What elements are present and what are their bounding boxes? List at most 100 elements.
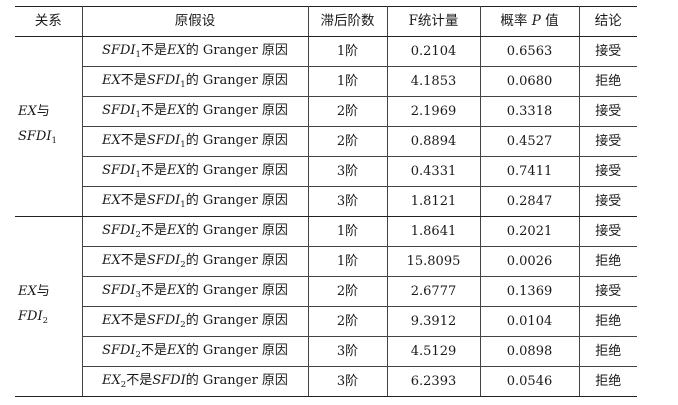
relation-line-1: EX与 (18, 279, 82, 304)
lag-cell: 3阶 (308, 366, 388, 397)
hypothesis-not: 不是 (120, 72, 147, 88)
probability-cell: 0.0680 (480, 66, 580, 97)
probability-cell: 0.0546 (480, 366, 580, 397)
result-cell: 拒绝 (579, 306, 637, 337)
hypothesis-var-a: EX (102, 192, 121, 208)
hypothesis-var-a-subscript: 2 (135, 349, 141, 360)
hypothesis-cell: EX不是SFDI2的 Granger 原因 (82, 246, 309, 277)
fstat-cell: 4.1853 (387, 66, 481, 97)
result-cell: 接受 (579, 96, 637, 127)
hypothesis-not: 不是 (120, 132, 147, 148)
probability-cell: 0.2021 (480, 216, 580, 247)
hypothesis-not: 不是 (126, 372, 153, 388)
hypothesis-tail: 的 Granger 原因 (185, 252, 288, 268)
relation-line-2: SFDI1 (18, 124, 82, 154)
hypothesis-not: 不是 (120, 252, 147, 268)
hypothesis-var-b-subscript: 1 (180, 139, 186, 150)
table-row: EX不是SFDI1的 Granger 原因 1阶 4.1853 0.0680 拒绝 (15, 66, 637, 97)
hypothesis-not: 不是 (140, 282, 167, 298)
relation-var-a: EX (18, 104, 37, 119)
lag-cell: 2阶 (308, 306, 388, 337)
table-row: EX2不是SFDI的 Granger 原因 3阶 6.2393 0.0546 拒绝 (15, 366, 637, 397)
relation-var-b-subscript: 1 (51, 136, 57, 146)
relation-cell: EX与 SFDI1 (15, 36, 83, 217)
hypothesis-var-a-subscript: 3 (135, 289, 141, 300)
hypothesis-var-a-subscript: 1 (135, 169, 141, 180)
hypothesis-var-a: EX (102, 132, 121, 148)
table-row: EX不是SFDI1的 Granger 原因 2阶 0.8894 0.4527 接受 (15, 126, 637, 157)
hypothesis-cell: SFDI1不是EX的 Granger 原因 (82, 36, 309, 67)
probability-cell: 0.3318 (480, 96, 580, 127)
lag-cell: 2阶 (308, 126, 388, 157)
hypothesis-tail: 的 Granger 原因 (185, 312, 288, 328)
probability-cell: 0.2847 (480, 186, 580, 217)
hypothesis-var-a: SFDI (102, 222, 136, 238)
hypothesis-tail: 的 Granger 原因 (185, 102, 288, 118)
fstat-cell: 1.8641 (387, 216, 481, 247)
relation-var-b: SFDI (18, 129, 52, 144)
table-row: SFDI2不是EX的 Granger 原因 3阶 4.5129 0.0898 拒绝 (15, 336, 637, 367)
hypothesis-cell: EX不是SFDI1的 Granger 原因 (82, 186, 309, 217)
hypothesis-var-a: SFDI (102, 162, 136, 178)
hypothesis-var-a-subscript: 2 (120, 379, 127, 390)
hypothesis-cell: SFDI1不是EX的 Granger 原因 (82, 156, 309, 187)
lag-cell: 3阶 (308, 186, 388, 217)
header-lag: 滞后阶数 (308, 6, 388, 37)
hypothesis-var-a: SFDI (102, 42, 136, 58)
hypothesis-tail: 的 Granger 原因 (185, 162, 288, 178)
fstat-cell: 15.8095 (387, 246, 481, 277)
fstat-cell: 0.4331 (387, 156, 481, 187)
result-cell: 接受 (579, 156, 637, 187)
table-row: EX不是SFDI2的 Granger 原因 1阶 15.8095 0.0026 拒绝 (15, 246, 637, 277)
result-cell: 拒绝 (579, 246, 637, 277)
hypothesis-not: 不是 (140, 222, 167, 238)
lag-cell: 1阶 (308, 66, 388, 97)
probability-cell: 0.0898 (480, 336, 580, 367)
result-cell: 接受 (579, 276, 637, 307)
hypothesis-var-b: SFDI (152, 372, 186, 388)
relation-var-b: FDI (18, 309, 43, 324)
hypothesis-not: 不是 (140, 162, 167, 178)
relation-var-a: EX (18, 284, 37, 299)
result-cell: 拒绝 (579, 66, 637, 97)
hypothesis-var-b-subscript: 2 (180, 259, 186, 270)
probability-cell: 0.0026 (480, 246, 580, 277)
hypothesis-var-b: SFDI (146, 132, 181, 148)
relation-conjunction: 与 (36, 104, 50, 119)
header-result: 结论 (579, 6, 637, 37)
hypothesis-cell: SFDI3不是EX的 Granger 原因 (82, 276, 309, 307)
hypothesis-var-a-subscript: 1 (135, 49, 141, 60)
lag-cell: 3阶 (308, 156, 388, 187)
fstat-cell: 2.1969 (387, 96, 481, 127)
hypothesis-tail: 的 Granger 原因 (185, 192, 288, 208)
table-row: EX与 FDI2 SFDI2不是EX的 Granger 原因 1阶 1.8641 0.20… (15, 216, 637, 397)
probability-cell: 0.1369 (480, 276, 580, 307)
header-hypothesis: 原假设 (82, 6, 309, 37)
hypothesis-var-a: SFDI (102, 102, 136, 118)
lag-cell: 1阶 (308, 36, 388, 67)
hypothesis-var-a-subscript: 1 (135, 109, 141, 120)
lag-cell: 1阶 (308, 246, 388, 277)
fstat-cell: 9.3912 (387, 306, 481, 337)
hypothesis-var-a: EX (102, 372, 121, 388)
fstat-cell: 1.8121 (387, 186, 481, 217)
hypothesis-var-b-subscript: 1 (180, 79, 186, 90)
hypothesis-var-a: EX (102, 252, 121, 268)
fstat-cell: 2.6777 (387, 276, 481, 307)
fstat-cell: 0.8894 (387, 126, 481, 157)
hypothesis-cell: SFDI1不是EX的 Granger 原因 (82, 96, 309, 127)
hypothesis-var-b: EX (166, 342, 186, 358)
header-probability: 概率 P 值 (480, 6, 580, 37)
probability-cell: 0.0104 (480, 306, 580, 337)
table-row: SFDI1不是EX的 Granger 原因 2阶 2.1969 0.3318 接受 (15, 96, 637, 127)
relation-cell: EX与 FDI2 (15, 216, 83, 397)
hypothesis-cell: EX不是SFDI1的 Granger 原因 (82, 66, 309, 97)
hypothesis-tail: 的 Granger 原因 (185, 42, 288, 58)
hypothesis-var-a: EX (102, 312, 121, 328)
result-cell: 拒绝 (579, 336, 637, 367)
hypothesis-var-b: EX (166, 222, 186, 238)
header-fstat: F统计量 (387, 6, 481, 37)
hypothesis-var-b-subscript: 1 (180, 199, 186, 210)
result-cell: 接受 (579, 186, 637, 217)
hypothesis-not: 不是 (120, 192, 147, 208)
